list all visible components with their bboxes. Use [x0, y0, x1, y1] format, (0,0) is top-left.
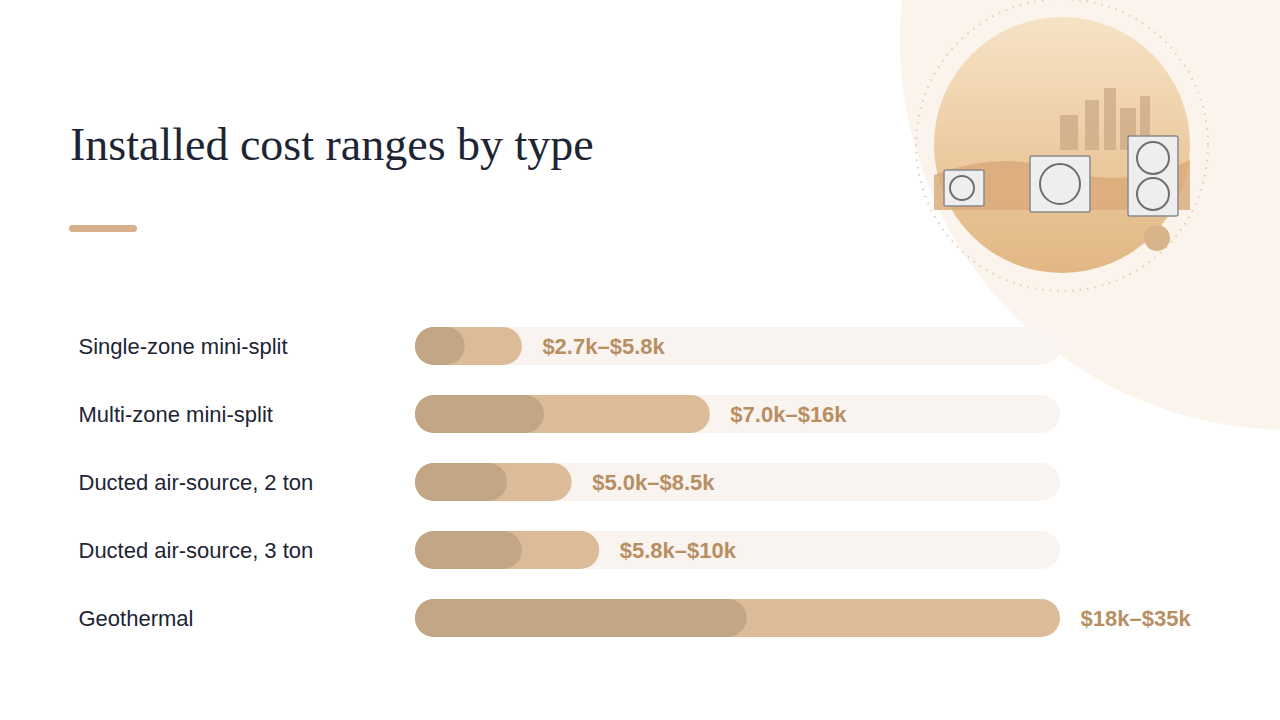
svg-text:$5.8k–$10k: $5.8k–$10k [620, 538, 737, 563]
svg-text:Ducted air-source, 3 ton: Ducted air-source, 3 ton [79, 538, 314, 563]
svg-text:$7.0k–$16k: $7.0k–$16k [730, 402, 847, 427]
svg-text:$2.7k–$5.8k: $2.7k–$5.8k [542, 334, 665, 359]
svg-text:$5.0k–$8.5k: $5.0k–$8.5k [592, 470, 715, 495]
svg-text:Single-zone mini-split: Single-zone mini-split [79, 334, 288, 359]
svg-text:Multi-zone mini-split: Multi-zone mini-split [79, 402, 273, 427]
svg-text:Ducted air-source, 2 ton: Ducted air-source, 2 ton [79, 470, 314, 495]
svg-text:$18k–$35k: $18k–$35k [1081, 606, 1192, 631]
svg-text:Geothermal: Geothermal [79, 606, 194, 631]
html-text:Installed cost ranges by type: Installed cost ranges by type [70, 119, 594, 170]
